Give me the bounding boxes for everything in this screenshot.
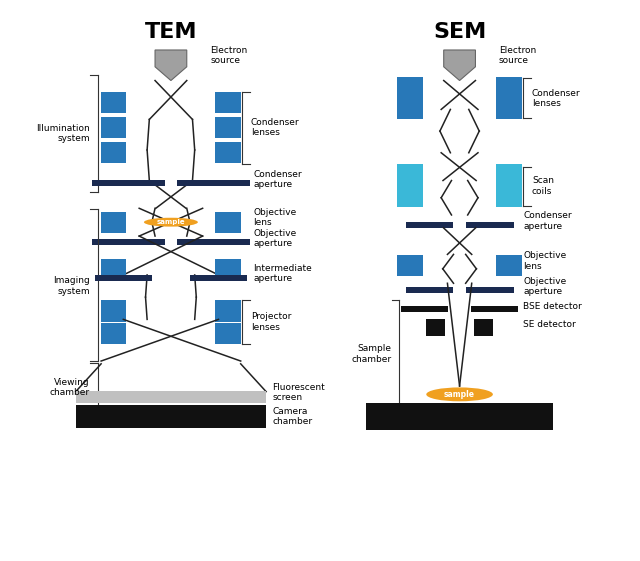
Text: Condenser
aperture: Condenser aperture [253, 170, 302, 189]
Bar [92, 180, 164, 186]
Bar [497, 164, 522, 186]
Text: Scan
coils: Scan coils [532, 176, 554, 196]
Bar [95, 275, 152, 280]
Bar [177, 238, 250, 245]
Bar [101, 259, 127, 280]
Polygon shape [444, 50, 476, 81]
Bar [397, 98, 423, 119]
Bar [397, 77, 423, 98]
Bar [215, 301, 241, 321]
Text: Objective
lens: Objective lens [523, 251, 566, 271]
Bar [397, 164, 423, 186]
Text: Electron
source: Electron source [211, 46, 248, 65]
Bar [101, 92, 127, 113]
Text: Viewing
chamber: Viewing chamber [49, 378, 90, 397]
Text: Condenser
lenses: Condenser lenses [251, 118, 300, 137]
Bar [474, 319, 493, 336]
Bar [397, 186, 423, 206]
Bar [406, 222, 453, 228]
Bar [497, 255, 522, 276]
Ellipse shape [426, 388, 493, 401]
Bar [190, 275, 247, 280]
Bar [215, 92, 241, 113]
Text: Objective
aperture: Objective aperture [523, 277, 566, 296]
Text: Imaging
system: Imaging system [53, 277, 90, 296]
Bar [397, 255, 423, 276]
Bar [101, 142, 127, 163]
Text: Objective
aperture: Objective aperture [253, 228, 296, 248]
Ellipse shape [144, 218, 198, 227]
Bar [401, 306, 449, 312]
Text: Fluorescent
screen: Fluorescent screen [273, 383, 325, 402]
Text: Objective
lens: Objective lens [253, 208, 296, 227]
Bar [215, 142, 241, 163]
Text: TEM: TEM [145, 22, 197, 42]
Text: BSE detector: BSE detector [523, 302, 582, 311]
Bar [466, 222, 513, 228]
Text: SE detector: SE detector [523, 320, 576, 329]
Bar [366, 403, 553, 430]
Bar [177, 180, 250, 186]
Text: Condenser
lenses: Condenser lenses [532, 89, 580, 108]
Text: Projector
lenses: Projector lenses [251, 312, 291, 332]
Text: Electron
source: Electron source [499, 46, 536, 65]
Text: sample: sample [444, 390, 475, 399]
Text: Condenser
aperture: Condenser aperture [523, 211, 572, 231]
Text: Illumination
system: Illumination system [36, 123, 90, 143]
Text: Camera
chamber: Camera chamber [273, 407, 312, 426]
Bar [101, 301, 127, 321]
Bar [76, 406, 266, 427]
Bar [426, 319, 445, 336]
Text: Sample
chamber: Sample chamber [351, 344, 392, 364]
Text: Intermediate
aperture: Intermediate aperture [253, 264, 312, 283]
Bar [497, 98, 522, 119]
Bar [470, 306, 518, 312]
Bar [92, 238, 164, 245]
Text: sample: sample [157, 219, 185, 225]
Bar [215, 259, 241, 280]
Bar [215, 117, 241, 139]
Bar [466, 287, 513, 293]
Bar [406, 287, 453, 293]
Polygon shape [155, 50, 187, 81]
Text: SEM: SEM [433, 22, 486, 42]
Bar [101, 323, 127, 344]
Bar [215, 323, 241, 344]
Bar [101, 117, 127, 139]
Bar [497, 186, 522, 206]
Bar [76, 391, 266, 403]
Bar [497, 77, 522, 98]
Bar [101, 211, 127, 233]
Bar [215, 211, 241, 233]
